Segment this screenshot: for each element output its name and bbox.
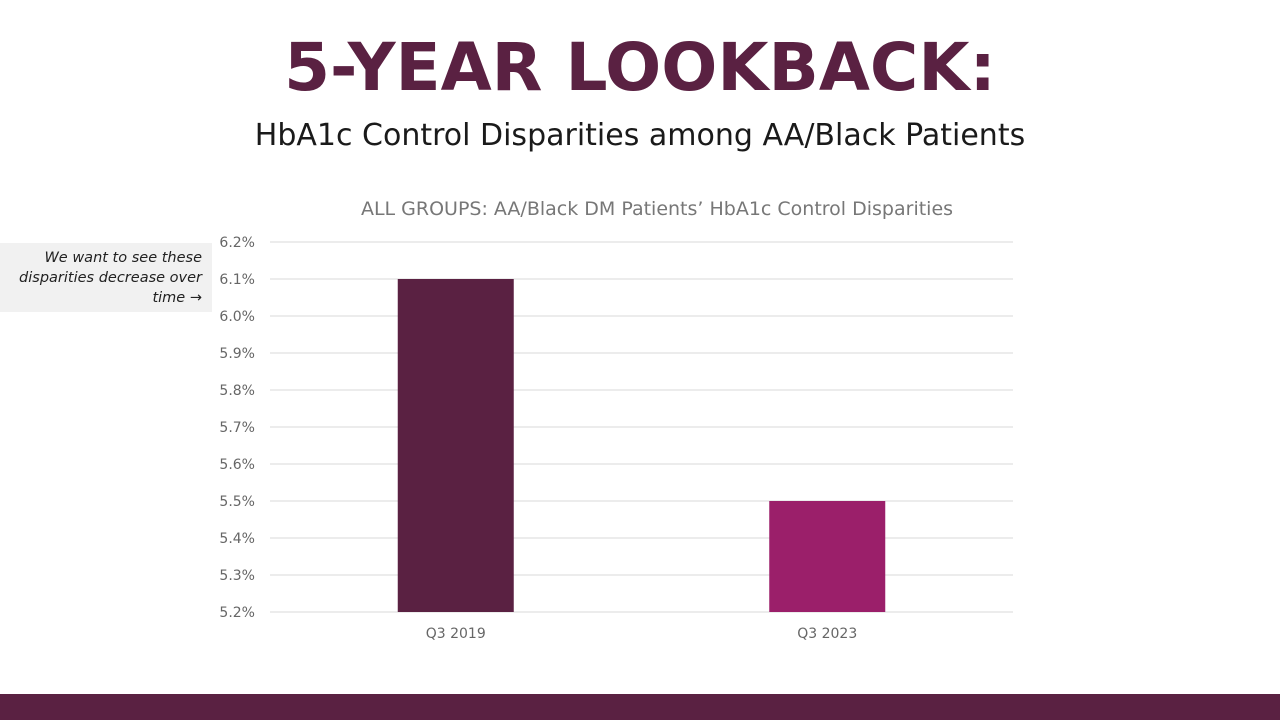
y-axis: 5.2% 5.3% 5.4% 5.5% 5.6% 5.7% 5.8% 5.9% 6.0% 6.1%… <box>219 235 255 621</box>
bars <box>397 279 886 612</box>
x-tick-label: Q3 2023 <box>797 626 857 642</box>
y-tick-label: 5.7% <box>219 420 255 436</box>
grid-layer <box>270 241 1013 613</box>
y-tick-label: 6.1% <box>219 272 255 288</box>
slide-subtitle: HbA1c Control Disparities among AA/Black… <box>254 118 1026 153</box>
x-axis: Q3 2019 Q3 2023 <box>426 626 858 642</box>
y-tick-label: 5.6% <box>219 457 255 473</box>
chart-title: ALL GROUPS: AA/Black DM Patients’ HbA1c … <box>361 198 953 220</box>
y-tick-label: 5.2% <box>219 605 255 621</box>
footer-bar <box>0 694 1280 720</box>
bar-q3-2023 <box>769 501 886 612</box>
x-tick-label: Q3 2019 <box>426 626 486 642</box>
y-tick-label: 5.5% <box>219 494 255 510</box>
slide-title: 5-YEAR LOOKBACK: <box>284 29 996 106</box>
y-tick-label: 5.4% <box>219 531 255 547</box>
bar-q3-2019 <box>397 279 514 612</box>
y-tick-label: 5.9% <box>219 346 255 362</box>
annotation-note-text: We want to see these disparities decreas… <box>19 250 202 306</box>
y-tick-label: 6.2% <box>219 235 255 251</box>
y-tick-label: 5.8% <box>219 383 255 399</box>
bar-chart: ALL GROUPS: AA/Black DM Patients’ HbA1c … <box>219 198 1013 642</box>
y-tick-label: 6.0% <box>219 309 255 325</box>
annotation-note: We want to see these disparities decreas… <box>0 243 212 312</box>
y-tick-label: 5.3% <box>219 568 255 584</box>
